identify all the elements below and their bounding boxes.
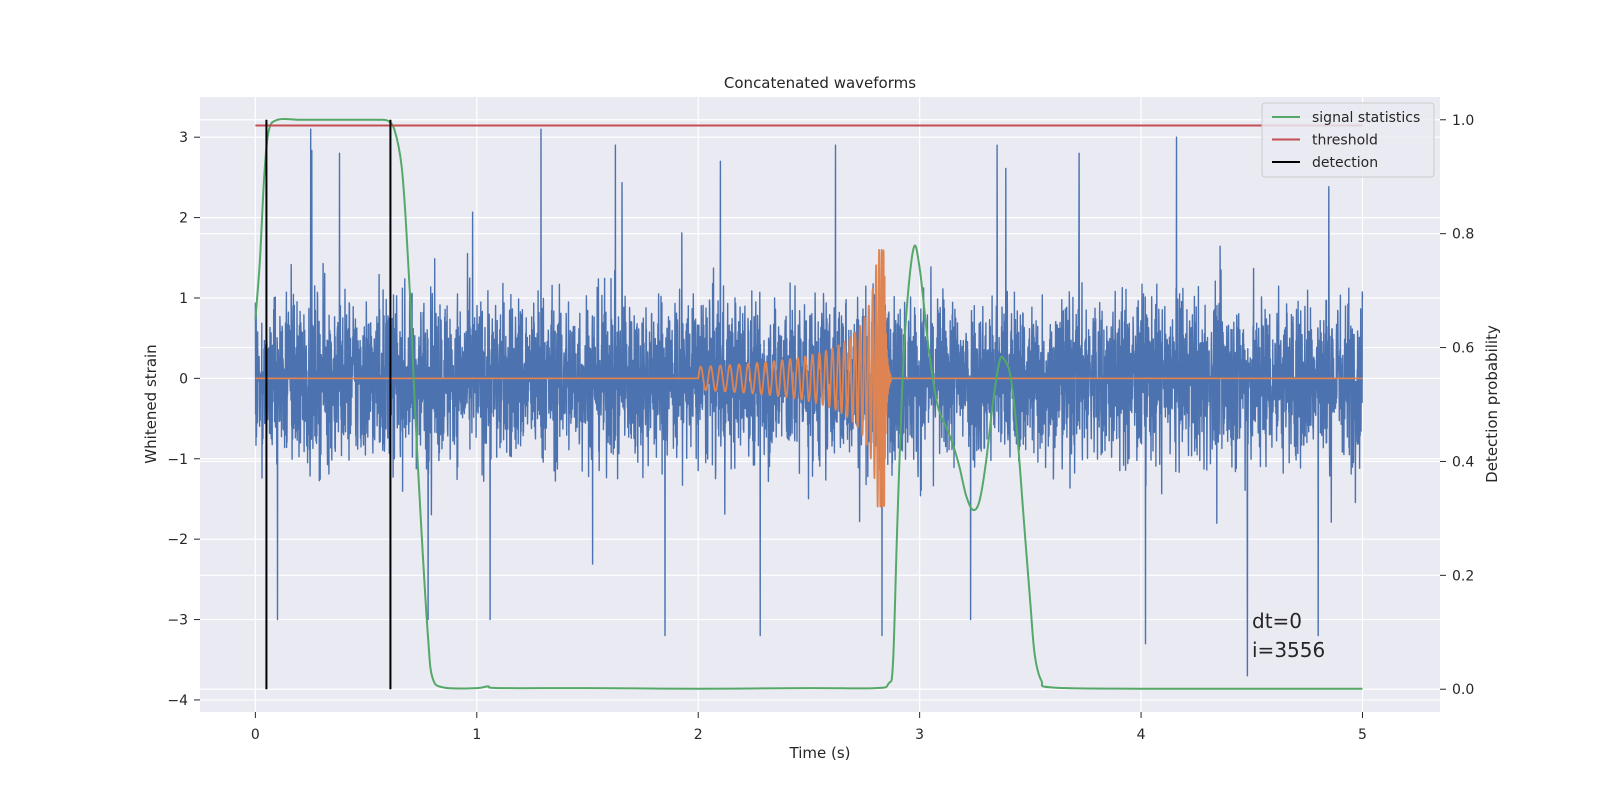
y-tick-label-left: 3 [179,130,188,146]
y-axis-label-left: Whitened strain [142,344,160,463]
y-tick-label-right: 0.0 [1452,682,1474,698]
legend-label: threshold [1312,133,1378,149]
y-tick-label-left: −3 [167,613,188,629]
series-signal-statistics [254,117,1363,690]
series-strain-noise [254,128,1364,677]
annotation-dt: dt=0 [1252,609,1302,633]
y-tick-label-right: 1.0 [1452,113,1474,129]
legend: signal statistics threshold detection [1261,102,1435,178]
y-tick-label-right: 0.8 [1452,227,1474,243]
series-injected-waveform [255,248,1363,508]
x-tick-label: 4 [1137,727,1146,743]
x-axis-label: Time (s) [789,744,851,762]
y-tick-label-left: −4 [167,693,188,709]
axis-layer: 0 1 2 3 4 5 −4 −3 −2 −1 0 1 2 3 0.0 0.2 0.4 0.6 0.8 1.0 [167,113,1474,743]
x-tick-label: 5 [1358,727,1367,743]
annotation-i: i=3556 [1252,638,1325,662]
x-tick-label: 2 [694,727,703,743]
legend-box [1261,102,1435,178]
y-tick-label-left: −2 [167,532,188,548]
y-tick-label-left: 2 [179,211,188,227]
x-tick-label: 3 [915,727,924,743]
chart-title: Concatenated waveforms [724,74,916,92]
legend-label: detection [1312,155,1378,171]
y-tick-label-right: 0.4 [1452,454,1474,470]
y-tick-label-left: −1 [167,452,188,468]
y-tick-label-right: 0.6 [1452,341,1474,357]
y-tick-label-left: 0 [179,371,188,387]
y-tick-label-left: 1 [179,291,188,307]
x-tick-label: 0 [251,727,260,743]
x-tick-label: 1 [472,727,481,743]
y-axis-label-right: Detection probability [1483,325,1501,483]
y-tick-label-right: 0.2 [1452,568,1474,584]
legend-label: signal statistics [1312,110,1420,126]
series-layer [254,117,1364,690]
